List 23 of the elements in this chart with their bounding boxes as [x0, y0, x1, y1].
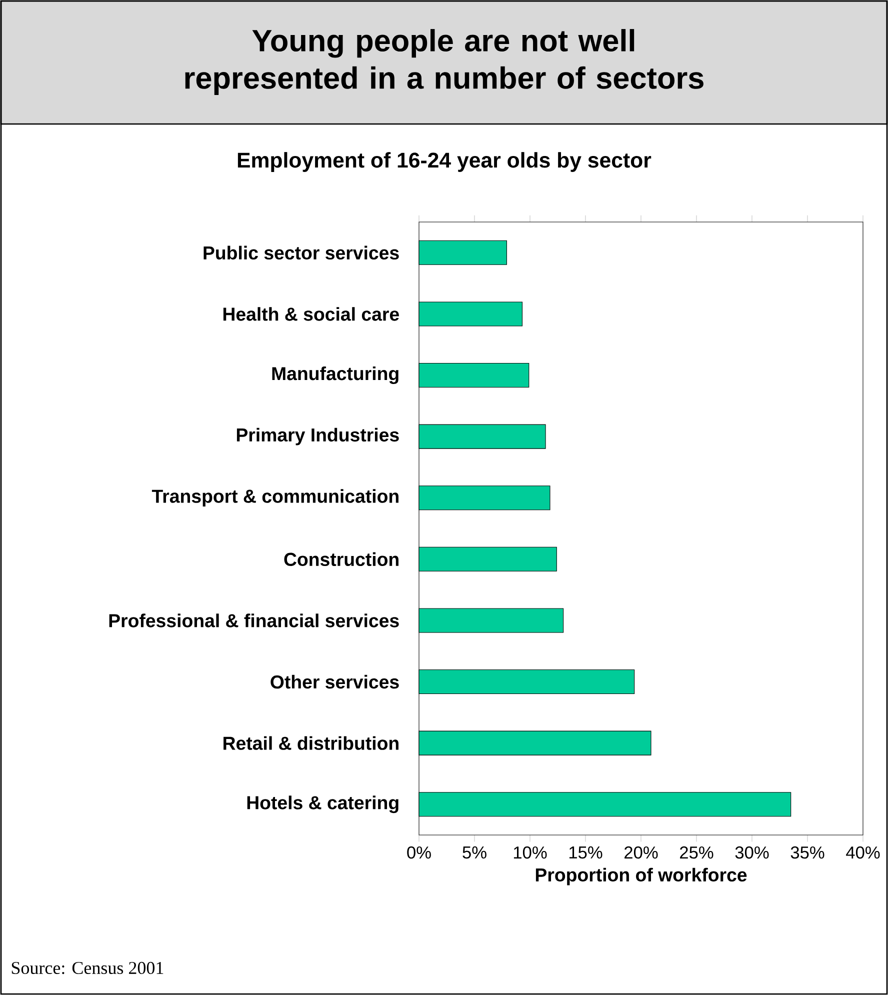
x-axis-title: Proportion of workforce	[536, 868, 747, 886]
x-tick-label: 25%	[680, 846, 714, 859]
chart-subtitle: Employment of 16-24 year olds by sector	[238, 152, 652, 172]
y-tick-label: Health & social care	[223, 307, 399, 321]
x-tick-label: 5%	[462, 846, 486, 859]
x-tick-label: 30%	[735, 846, 769, 859]
chart-title: Young people are not well represented in a number of sectors	[185, 29, 704, 95]
y-tick-label: Primary Industries	[236, 428, 399, 446]
y-tick-label: Public sector services	[204, 246, 399, 260]
x-tick-label: 0%	[407, 846, 431, 859]
source-note: Source: Census 2001	[12, 962, 164, 974]
x-tick-label: 20%	[624, 846, 658, 859]
y-tick-label: Professional & financial services	[109, 614, 399, 628]
y-tick-label: Manufacturing	[272, 366, 398, 384]
y-tick-label: Other services	[270, 674, 399, 689]
x-tick-label: 15%	[569, 846, 602, 859]
x-tick-label: 40%	[846, 846, 880, 859]
y-tick-label: Construction	[284, 552, 398, 566]
x-tick-label: 10%	[514, 846, 547, 859]
y-tick-label: Retail & distribution	[224, 736, 398, 750]
x-tick-label: 35%	[790, 846, 824, 859]
y-tick-label: Hotels & catering	[247, 796, 398, 814]
y-tick-label: Transport & communication	[152, 489, 398, 507]
